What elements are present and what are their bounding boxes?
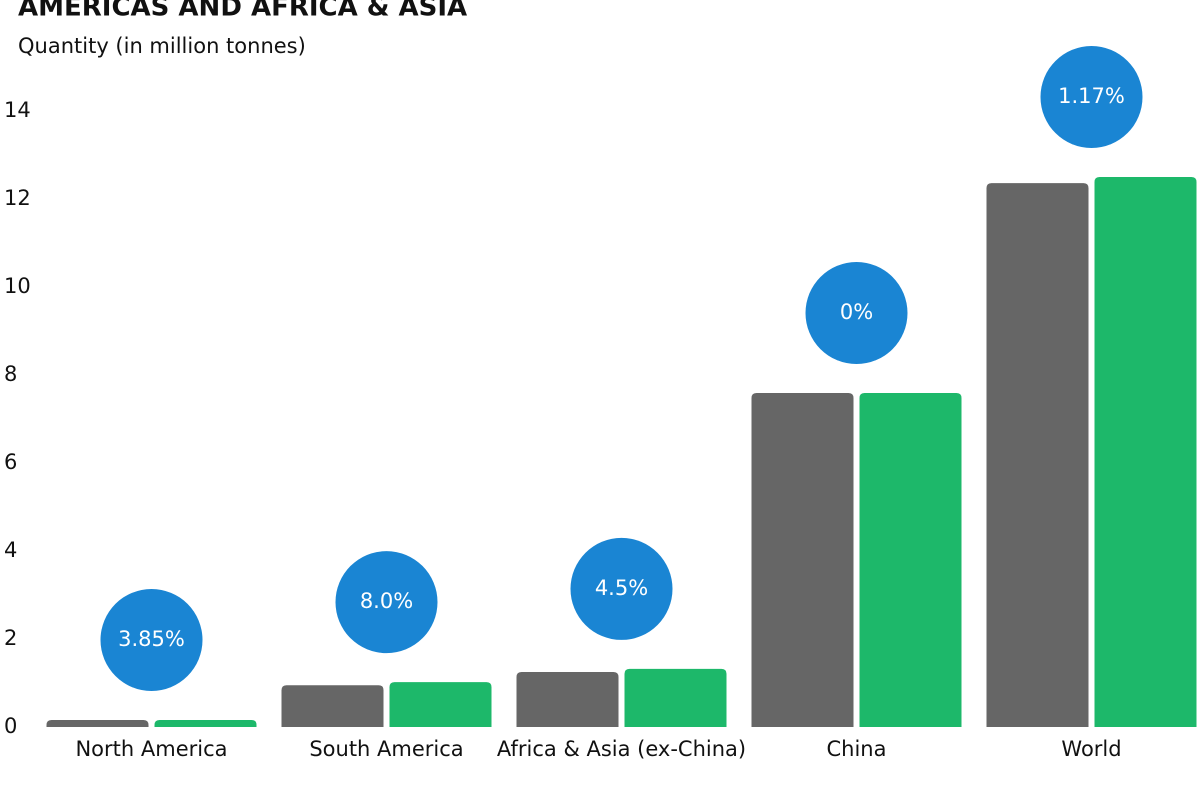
change-badge xyxy=(805,262,908,365)
change-label: 4.5% xyxy=(595,576,648,600)
y-tick-label: 12 xyxy=(4,186,31,210)
bar xyxy=(751,393,854,727)
chart-title: AMERICAS AND AFRICA & ASIA xyxy=(18,0,467,23)
bar xyxy=(1094,177,1197,727)
y-tick-label: 2 xyxy=(4,626,17,650)
y-tick-label: 4 xyxy=(4,538,17,562)
y-tick-label: 0 xyxy=(4,714,17,738)
bar xyxy=(46,719,149,727)
bar xyxy=(516,672,619,727)
change-badge xyxy=(335,551,438,654)
x-tick-label: World xyxy=(1061,737,1121,761)
change-badge xyxy=(100,588,203,691)
y-tick-label: 8 xyxy=(4,362,17,386)
x-tick-label: North America xyxy=(75,737,227,761)
bar xyxy=(154,719,257,727)
bar xyxy=(859,393,962,727)
x-tick-label: Africa & Asia (ex-China) xyxy=(497,737,746,761)
y-tick-label: 10 xyxy=(4,274,31,298)
change-label: 0% xyxy=(840,300,873,324)
bar xyxy=(281,685,384,727)
change-label: 1.17% xyxy=(1058,84,1125,108)
x-tick-label: South America xyxy=(309,737,463,761)
bar xyxy=(986,183,1089,727)
y-tick-label: 6 xyxy=(4,450,17,474)
bar xyxy=(624,668,727,727)
chart-subtitle: Quantity (in million tonnes) xyxy=(18,34,306,58)
x-tick-label: China xyxy=(827,737,887,761)
y-tick-label: 14 xyxy=(4,98,31,122)
change-badge xyxy=(1040,46,1143,148)
bar xyxy=(389,682,492,727)
change-label: 8.0% xyxy=(360,589,413,613)
change-badge xyxy=(570,537,673,640)
change-label: 3.85% xyxy=(118,627,185,651)
